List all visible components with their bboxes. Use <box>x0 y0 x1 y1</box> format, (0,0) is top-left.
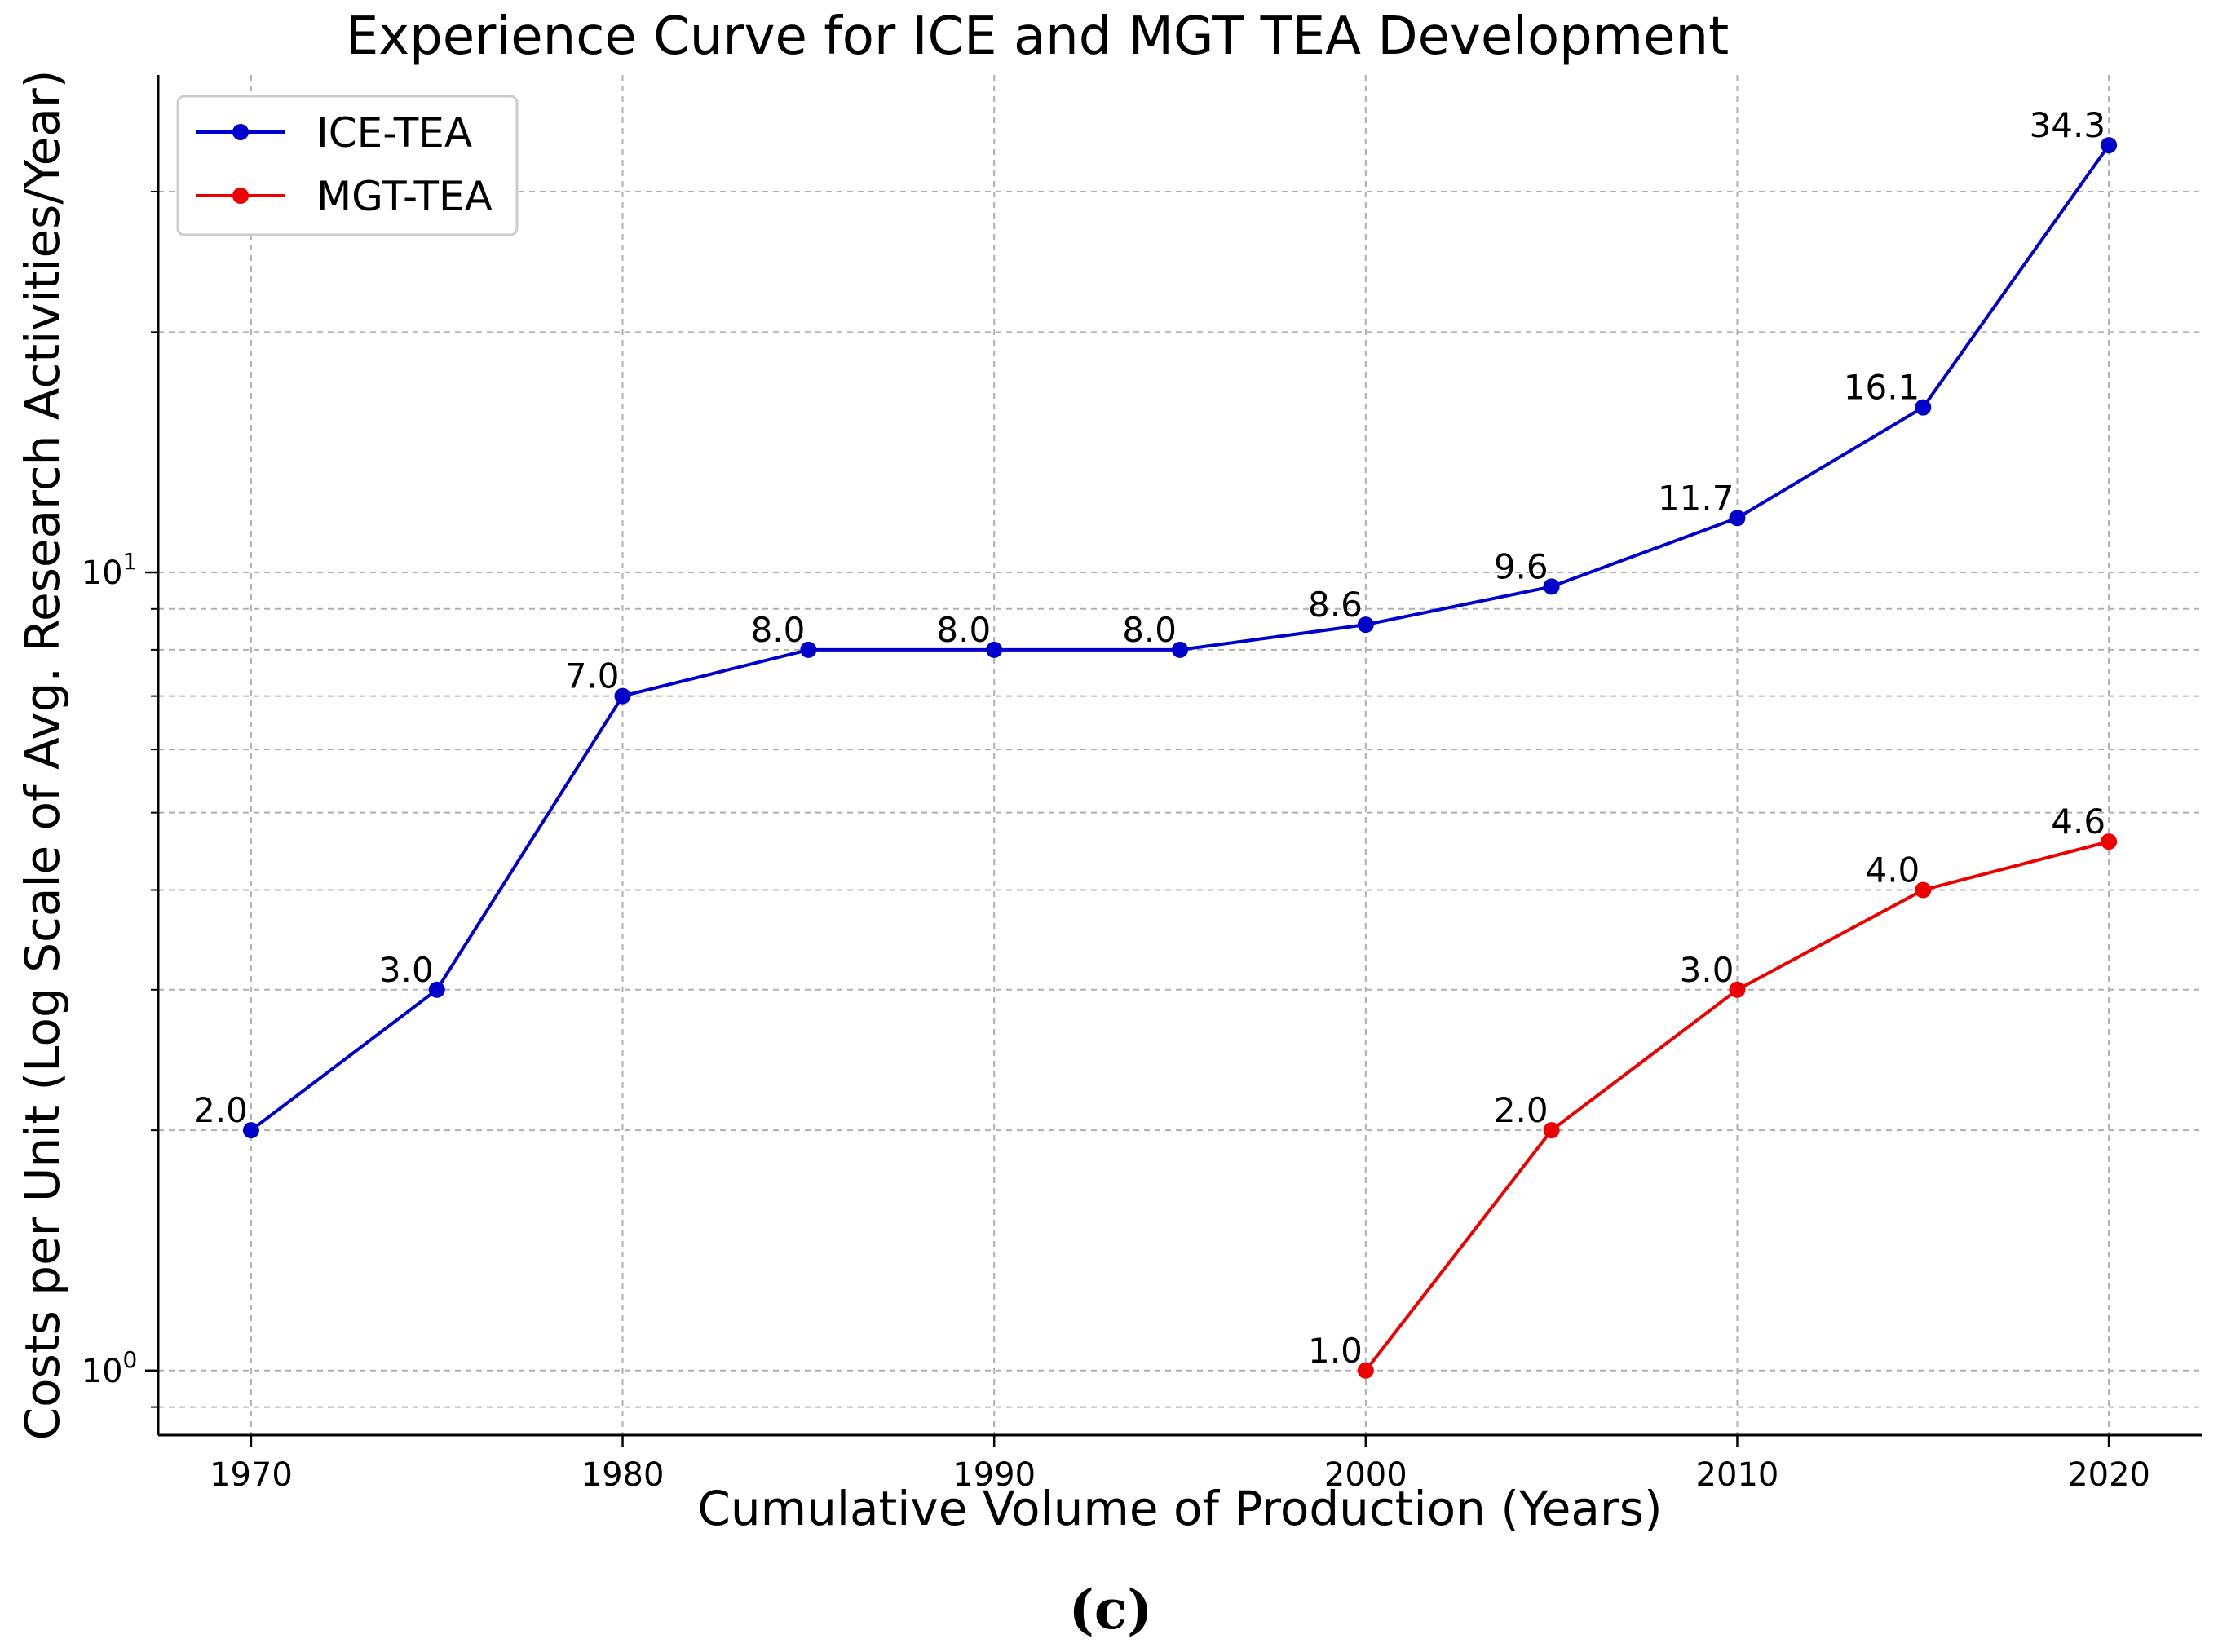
x-tick-label: 1990 <box>952 1456 1036 1494</box>
data-point-ice-tea <box>1357 616 1374 634</box>
legend-label-ice-tea: ICE-TEA <box>316 109 472 157</box>
legend-marker-mgt-tea <box>232 188 249 204</box>
x-axis-label: Cumulative Volume of Production (Years) <box>697 1481 1662 1536</box>
series-layer <box>242 137 2118 1379</box>
data-point-mgt-tea <box>1543 1122 1560 1139</box>
grid-lines <box>158 75 2202 1435</box>
data-point-ice-tea <box>242 1122 259 1139</box>
data-point-ice-tea <box>1172 641 1188 658</box>
data-point-ice-tea <box>1729 510 1746 527</box>
data-point-ice-tea <box>428 981 445 998</box>
data-label-ice-tea: 34.3 <box>2030 105 2106 145</box>
x-tick-label: 1970 <box>210 1456 293 1494</box>
data-label-mgt-tea: 2.0 <box>1494 1090 1549 1130</box>
legend-label-mgt-tea: MGT-TEA <box>316 173 493 220</box>
data-label-mgt-tea: 3.0 <box>1680 950 1734 990</box>
data-point-ice-tea <box>800 641 817 658</box>
data-label-ice-tea: 8.0 <box>936 610 991 650</box>
data-point-ice-tea <box>1543 578 1560 595</box>
data-label-mgt-tea: 4.0 <box>1865 850 1920 890</box>
chart-title: Experience Curve for ICE and MGT TEA Dev… <box>346 7 1729 67</box>
data-label-ice-tea: 8.6 <box>1308 585 1363 625</box>
x-tick-label: 1980 <box>581 1456 665 1494</box>
data-label-ice-tea: 3.0 <box>379 950 434 990</box>
data-label-ice-tea: 2.0 <box>193 1090 248 1130</box>
data-point-mgt-tea <box>1729 981 1746 998</box>
data-label-mgt-tea: 4.6 <box>2051 802 2105 841</box>
data-point-ice-tea <box>614 687 631 705</box>
legend-marker-ice-tea <box>232 124 249 140</box>
data-point-ice-tea <box>986 641 1003 658</box>
data-point-mgt-tea <box>1357 1362 1374 1379</box>
data-labels: 2.0 3.0 7.0 8.0 8.0 8.0 8.6 9.6 11.7 16.1 34.3 1.0 2… <box>193 105 2105 1371</box>
x-tick-label: 2010 <box>1696 1456 1779 1494</box>
data-label-ice-tea: 16.1 <box>1844 368 1920 408</box>
legend: ICE-TEA MGT-TEA <box>176 95 519 236</box>
data-point-ice-tea <box>2101 137 2118 154</box>
data-label-ice-tea: 8.0 <box>751 610 806 650</box>
plot-axes <box>157 75 2202 1437</box>
y-axis-label: Costs per Unit (Log Scale of Avg. Resear… <box>15 70 70 1441</box>
data-point-ice-tea <box>1915 399 1932 416</box>
figure-caption: (c) <box>1069 1578 1153 1641</box>
data-label-ice-tea: 11.7 <box>1658 478 1734 518</box>
data-label-mgt-tea: 1.0 <box>1308 1331 1363 1371</box>
y-tick-label: 101 <box>82 548 138 592</box>
data-label-ice-tea: 9.6 <box>1494 546 1549 586</box>
data-point-mgt-tea <box>2101 833 2118 850</box>
x-tick-label: 2020 <box>2067 1456 2150 1494</box>
data-label-ice-tea: 7.0 <box>565 656 620 696</box>
data-label-ice-tea: 8.0 <box>1122 610 1177 650</box>
x-tick-label: 2000 <box>1324 1456 1407 1494</box>
data-point-mgt-tea <box>1915 881 1932 899</box>
